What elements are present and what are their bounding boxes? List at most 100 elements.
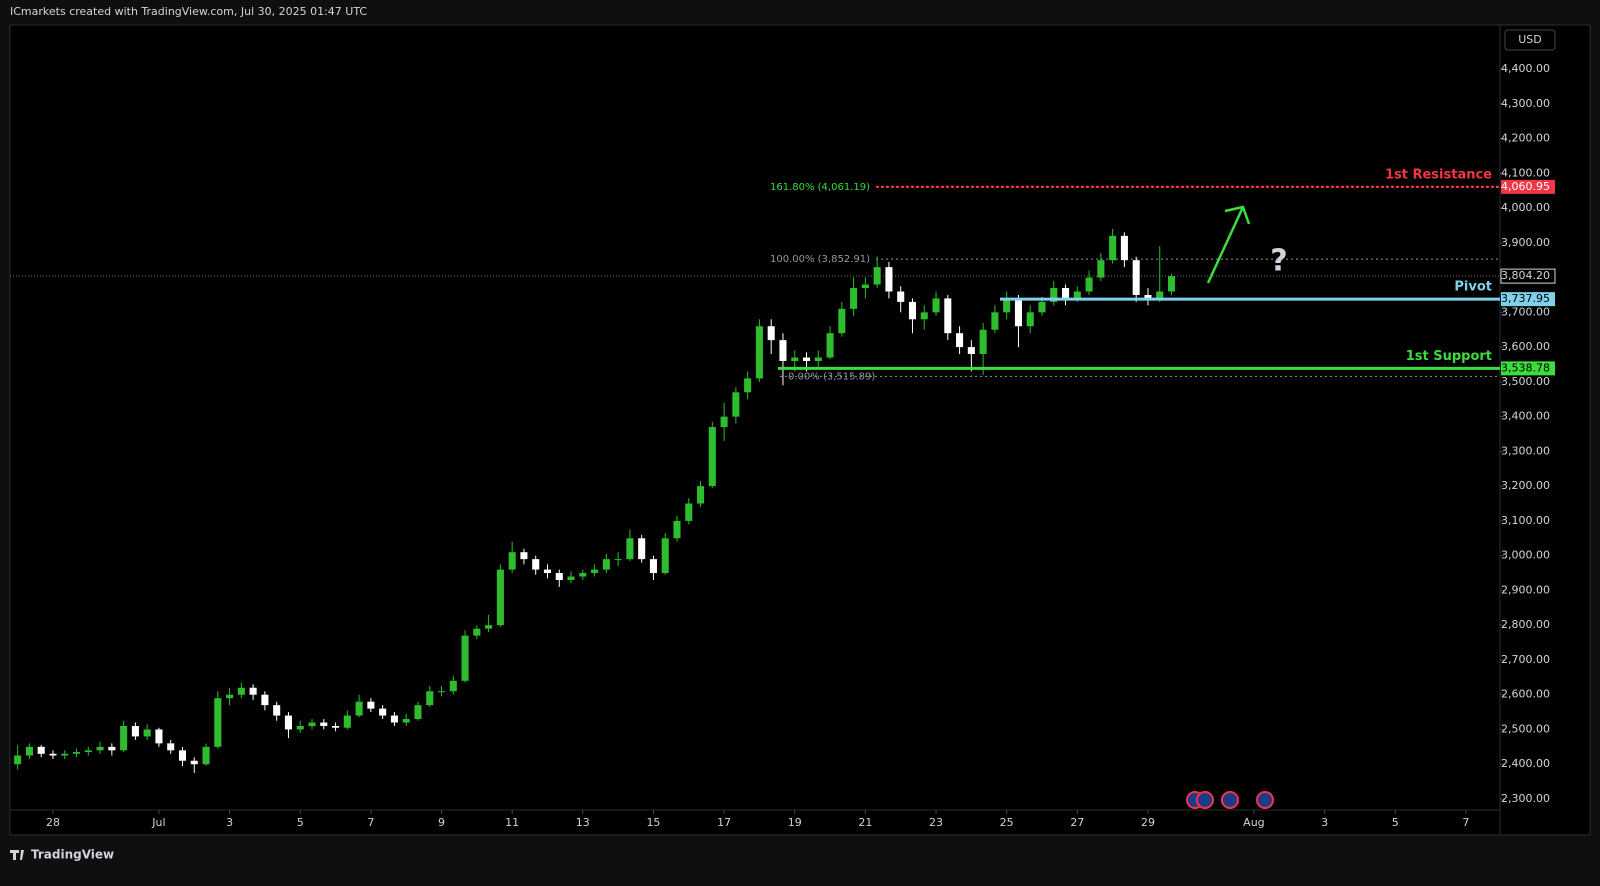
candle-body — [1003, 298, 1011, 313]
candle-body — [261, 694, 269, 706]
candle-body — [850, 288, 858, 309]
candle-body — [1097, 260, 1105, 278]
x-tick-label: 5 — [297, 816, 304, 829]
x-tick-label: 5 — [1392, 816, 1399, 829]
level-name: 1st Support — [1406, 349, 1492, 364]
level-price-label: 3,538.78 — [1501, 361, 1550, 374]
level-name: Pivot — [1454, 280, 1492, 295]
candle-body — [226, 694, 234, 699]
candle-body — [379, 708, 387, 716]
x-tick-label: 9 — [438, 816, 445, 829]
candle-body — [343, 715, 351, 728]
logo — [10, 850, 24, 860]
header: ICmarkets created with TradingView.com, … — [10, 5, 367, 18]
event-icons — [1186, 791, 1274, 809]
candle-body — [1062, 288, 1070, 299]
candle-body — [885, 267, 893, 292]
x-tick-label: 3 — [226, 816, 233, 829]
y-tick-label: 4,300.00 — [1501, 97, 1550, 110]
x-tick-label: 23 — [929, 816, 943, 829]
candle-body — [49, 753, 57, 756]
candle-body — [932, 298, 940, 313]
candle-body — [744, 378, 752, 393]
last-price-box — [1500, 268, 1556, 284]
candle-body — [920, 312, 928, 320]
candle-body — [37, 746, 45, 754]
level-price-label: 3,737.95 — [1501, 292, 1550, 305]
x-tick-label: 27 — [1070, 816, 1084, 829]
currency-box — [1504, 29, 1556, 51]
candle-body — [814, 357, 822, 361]
x-tick-label: 7 — [1462, 816, 1469, 829]
candle-body — [214, 698, 222, 747]
candle-body — [332, 725, 340, 728]
candle-body — [638, 538, 646, 560]
candle-body — [249, 687, 257, 695]
y-tick-label: 2,900.00 — [1501, 583, 1550, 596]
candle-body — [1014, 298, 1022, 327]
candle-body — [673, 520, 681, 539]
candle-body — [96, 746, 104, 751]
y-tick-label: 3,500.00 — [1501, 375, 1550, 388]
candle-body — [897, 291, 905, 302]
candle-body — [449, 680, 457, 692]
y-tick-label: 4,000.00 — [1501, 201, 1550, 214]
y-tick-label: 2,400.00 — [1501, 757, 1550, 770]
candle-body — [1038, 301, 1046, 313]
candle-body — [520, 552, 528, 560]
y-tick-label: 3,100.00 — [1501, 514, 1550, 527]
level-name: 1st Resistance — [1385, 167, 1492, 182]
candle-body — [131, 725, 139, 737]
candle-body — [791, 357, 799, 361]
fib-label: 100.00% (3,852.91) — [770, 254, 870, 265]
y-tick-label: 2,600.00 — [1501, 688, 1550, 701]
candle-body — [296, 725, 304, 730]
x-tick-label: 13 — [576, 816, 590, 829]
y-tick-label: 2,800.00 — [1501, 618, 1550, 631]
candle-body — [532, 559, 540, 570]
projection-arrow — [1206, 205, 1251, 284]
x-tick-label: Jul — [151, 816, 165, 829]
y-tick-label: 2,300.00 — [1501, 792, 1550, 805]
y-tick-label: 4,400.00 — [1501, 62, 1550, 75]
candle-body — [685, 503, 693, 521]
candle-body — [1120, 235, 1128, 261]
x-tick-label: 19 — [788, 816, 802, 829]
candle-body — [767, 326, 775, 341]
level-price-label: 4,060.95 — [1501, 180, 1550, 193]
candle-body — [697, 486, 705, 504]
x-tick-label: 29 — [1141, 816, 1155, 829]
level-price-box — [1501, 361, 1555, 376]
x-tick-label: 17 — [717, 816, 731, 829]
candle-body — [661, 538, 669, 574]
candle-body — [991, 312, 999, 330]
candle-body — [838, 308, 846, 334]
brand: TradingView — [31, 848, 114, 862]
candle-body — [1085, 277, 1093, 292]
candle-body — [708, 427, 716, 487]
y-tick-label: 3,600.00 — [1501, 340, 1550, 353]
candle-body — [779, 340, 787, 361]
candle-body — [1156, 291, 1164, 299]
chart-area — [9, 24, 1591, 836]
question-mark: ? — [1270, 244, 1287, 279]
candle-body — [944, 298, 952, 334]
candle-body — [649, 559, 657, 574]
candle-body — [967, 347, 975, 355]
candle-body — [61, 753, 69, 756]
level-price-box — [1501, 292, 1555, 307]
candle-body — [155, 729, 163, 744]
x-tick-label: 21 — [858, 816, 872, 829]
candle-body — [873, 267, 881, 285]
candle-body — [802, 357, 811, 361]
candle-body — [178, 750, 187, 761]
candle-body — [1144, 294, 1152, 299]
last-price-label: 3,804.20 — [1501, 269, 1550, 282]
candle-body — [437, 691, 446, 693]
y-tick-label: 3,400.00 — [1501, 410, 1550, 423]
y-tick-label: 3,200.00 — [1501, 479, 1550, 492]
y-tick-label: 2,500.00 — [1501, 722, 1550, 735]
candle-body — [308, 722, 316, 726]
